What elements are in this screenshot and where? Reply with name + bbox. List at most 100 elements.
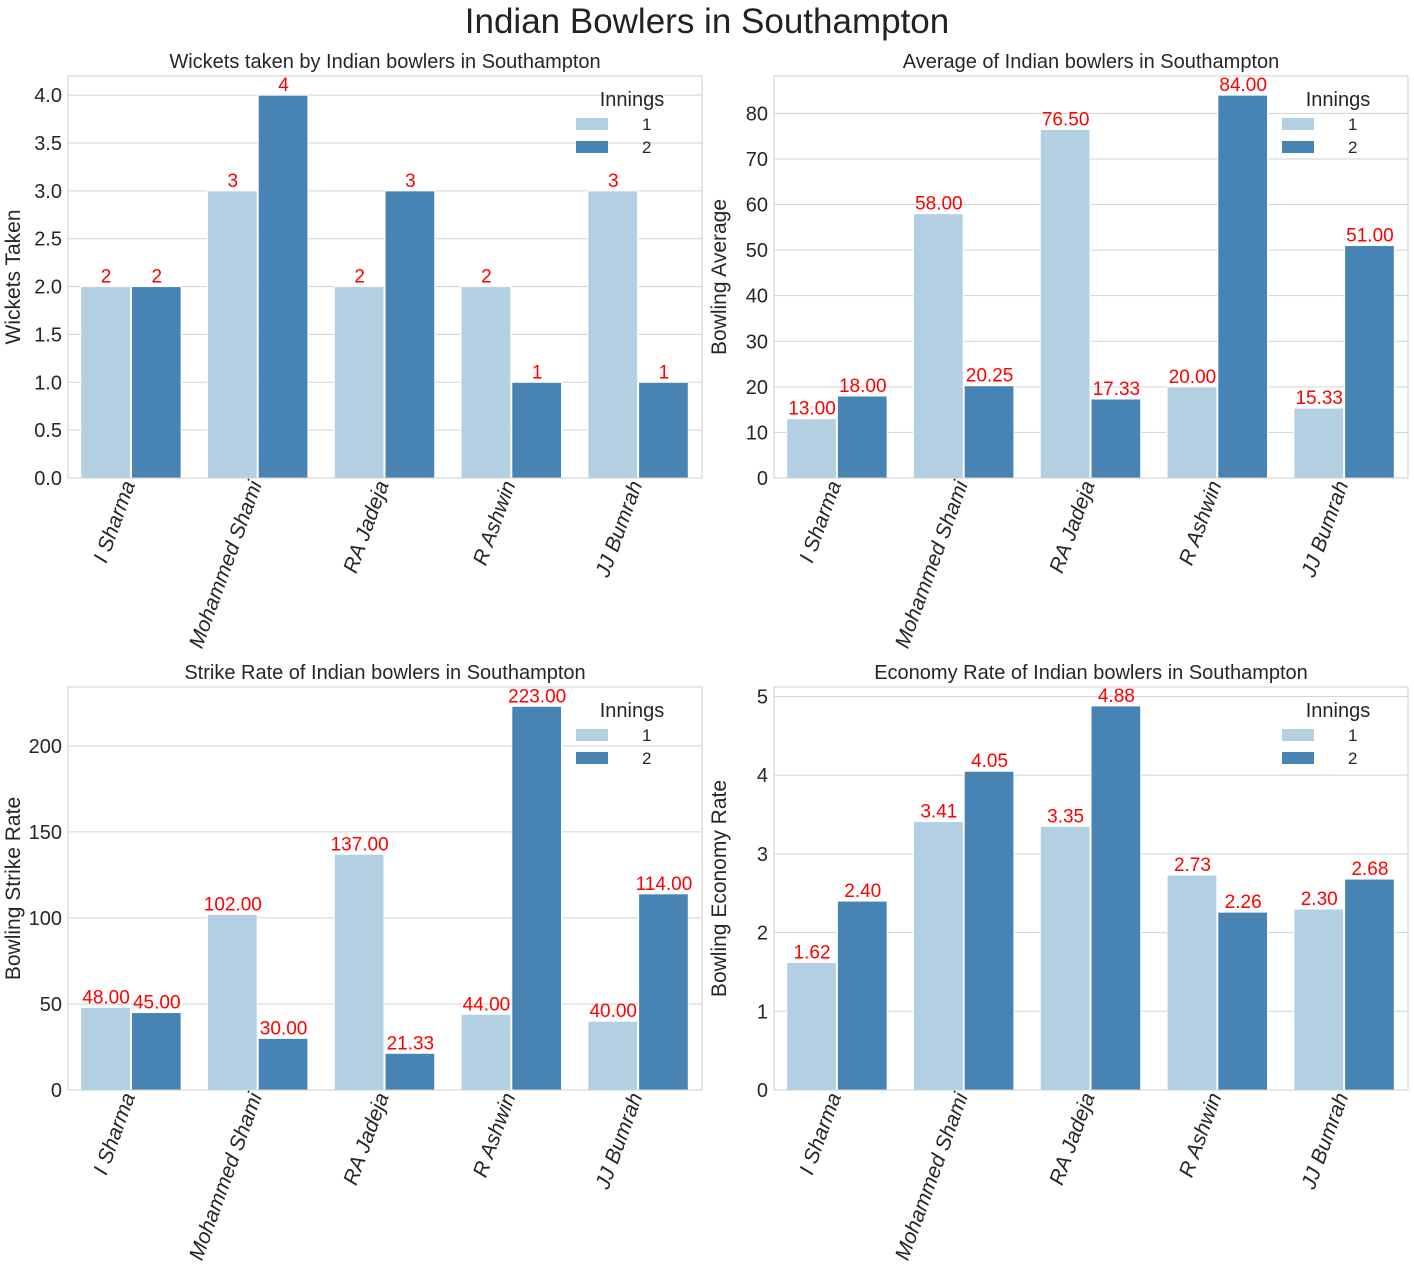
bar-value-label: 18.00 bbox=[839, 376, 887, 397]
x-tick-label: Mohammed Shami bbox=[185, 1089, 267, 1264]
y-tick-label: 50 bbox=[40, 994, 62, 1016]
y-tick-label: 0 bbox=[757, 1080, 768, 1102]
x-tick-label: RA Jadeja bbox=[339, 1090, 393, 1188]
y-tick-label: 3.0 bbox=[34, 181, 62, 203]
bar-value-label: 3.35 bbox=[1047, 806, 1084, 827]
legend-swatch bbox=[1282, 141, 1314, 153]
bar bbox=[963, 770, 1015, 1091]
legend-swatch bbox=[576, 118, 608, 130]
legend-label: 2 bbox=[642, 138, 651, 157]
legend: Innings 1 2 bbox=[576, 89, 664, 157]
x-tick-label: R Ashwin bbox=[469, 1090, 521, 1180]
x-tick-label: RA Jadeja bbox=[339, 478, 393, 576]
y-tick-label: 4.0 bbox=[34, 85, 62, 107]
legend-label: 1 bbox=[1348, 115, 1357, 134]
chart-panel-2: Average of Indian bowlers in Southampton… bbox=[708, 51, 1409, 652]
bar bbox=[511, 381, 563, 479]
bar-value-label: 45.00 bbox=[133, 993, 181, 1014]
y-tick-label: 4 bbox=[757, 765, 768, 787]
bar bbox=[333, 286, 385, 479]
bar-value-label: 2 bbox=[354, 267, 365, 288]
x-tick-label: JJ Bumrah bbox=[1297, 1090, 1353, 1193]
x-tick-label: R Ashwin bbox=[1175, 478, 1227, 568]
y-tick-label: 3 bbox=[757, 844, 768, 866]
y-tick-label: 2 bbox=[757, 923, 768, 945]
legend-swatch bbox=[576, 141, 608, 153]
x-tick-label: JJ Bumrah bbox=[1297, 478, 1353, 581]
bar-value-label: 15.33 bbox=[1295, 388, 1343, 409]
plot-frame bbox=[67, 686, 703, 1091]
legend-title: Innings bbox=[1306, 700, 1371, 722]
chart-panel-1: Wickets taken by Indian bowlers in South… bbox=[2, 51, 703, 651]
y-tick-label: 70 bbox=[746, 149, 768, 171]
y-tick-label: 2.0 bbox=[34, 277, 62, 299]
chart-panel-3: Strike Rate of Indian bowlers in Southam… bbox=[2, 662, 703, 1264]
x-tick-label: JJ Bumrah bbox=[591, 478, 647, 581]
y-tick-label: 80 bbox=[746, 103, 768, 125]
y-axis-label: Bowling Economy Rate bbox=[708, 780, 731, 997]
bar-value-label: 48.00 bbox=[82, 987, 130, 1008]
bar bbox=[1090, 398, 1142, 479]
y-axis-label: Bowling Strike Rate bbox=[2, 797, 25, 980]
y-tick-label: 150 bbox=[29, 822, 62, 844]
bar bbox=[130, 1012, 182, 1091]
bar-value-label: 2.40 bbox=[844, 881, 881, 902]
y-tick-label: 20 bbox=[746, 377, 768, 399]
bar bbox=[257, 94, 309, 479]
bar bbox=[1166, 874, 1218, 1091]
bar-value-label: 3 bbox=[228, 171, 239, 192]
bar-value-label: 3.41 bbox=[920, 802, 957, 823]
bar bbox=[206, 190, 258, 479]
y-tick-label: 0.5 bbox=[34, 420, 62, 442]
bar bbox=[836, 900, 888, 1091]
y-tick-label: 1.0 bbox=[34, 372, 62, 394]
bar-value-label: 2 bbox=[101, 267, 112, 288]
legend-swatch bbox=[1282, 729, 1314, 741]
legend-label: 2 bbox=[1348, 138, 1357, 157]
bar-value-label: 1.62 bbox=[794, 942, 831, 963]
figure-title: Indian Bowlers in Southampton bbox=[464, 2, 950, 41]
bar bbox=[1090, 705, 1142, 1091]
x-tick-label: I Sharma bbox=[795, 478, 846, 566]
bar-value-label: 51.00 bbox=[1346, 226, 1394, 247]
x-tick-label: Mohammed Shami bbox=[891, 477, 973, 652]
bar-value-label: 3 bbox=[405, 171, 416, 192]
bar-value-label: 2.26 bbox=[1225, 892, 1262, 913]
legend-label: 1 bbox=[642, 726, 651, 745]
bar bbox=[1039, 825, 1091, 1091]
bar-value-label: 76.50 bbox=[1042, 109, 1090, 130]
bar bbox=[80, 1006, 131, 1091]
bar bbox=[638, 893, 689, 1091]
bar bbox=[786, 961, 837, 1091]
plot-frame bbox=[67, 75, 703, 479]
y-tick-label: 40 bbox=[746, 286, 768, 308]
y-tick-label: 5 bbox=[757, 686, 768, 708]
chart-title: Average of Indian bowlers in Southampton bbox=[903, 51, 1280, 73]
bar-value-label: 40.00 bbox=[589, 1001, 637, 1022]
x-tick-label: I Sharma bbox=[795, 1090, 846, 1178]
y-tick-label: 30 bbox=[746, 331, 768, 353]
bar bbox=[1217, 911, 1269, 1091]
bar bbox=[1293, 908, 1345, 1091]
bar bbox=[912, 821, 964, 1091]
y-axis-label: Wickets Taken bbox=[2, 210, 25, 345]
y-tick-label: 1 bbox=[757, 1001, 768, 1023]
bar bbox=[1344, 878, 1395, 1091]
bar bbox=[638, 381, 689, 479]
bar-value-label: 2 bbox=[151, 267, 162, 288]
bar bbox=[1217, 94, 1269, 479]
bar-value-label: 20.25 bbox=[966, 366, 1014, 387]
bar-value-label: 102.00 bbox=[204, 894, 262, 915]
bar-value-label: 4.05 bbox=[971, 751, 1008, 772]
bar bbox=[836, 395, 888, 479]
bar-value-label: 4.88 bbox=[1098, 686, 1135, 707]
bar bbox=[587, 190, 639, 479]
bar bbox=[80, 286, 131, 479]
bar-value-label: 17.33 bbox=[1093, 379, 1141, 400]
bar bbox=[786, 418, 837, 479]
bar-value-label: 1 bbox=[532, 362, 543, 383]
bar-value-label: 30.00 bbox=[260, 1018, 308, 1039]
bar-value-label: 1 bbox=[659, 362, 670, 383]
y-tick-label: 0 bbox=[51, 1080, 62, 1102]
